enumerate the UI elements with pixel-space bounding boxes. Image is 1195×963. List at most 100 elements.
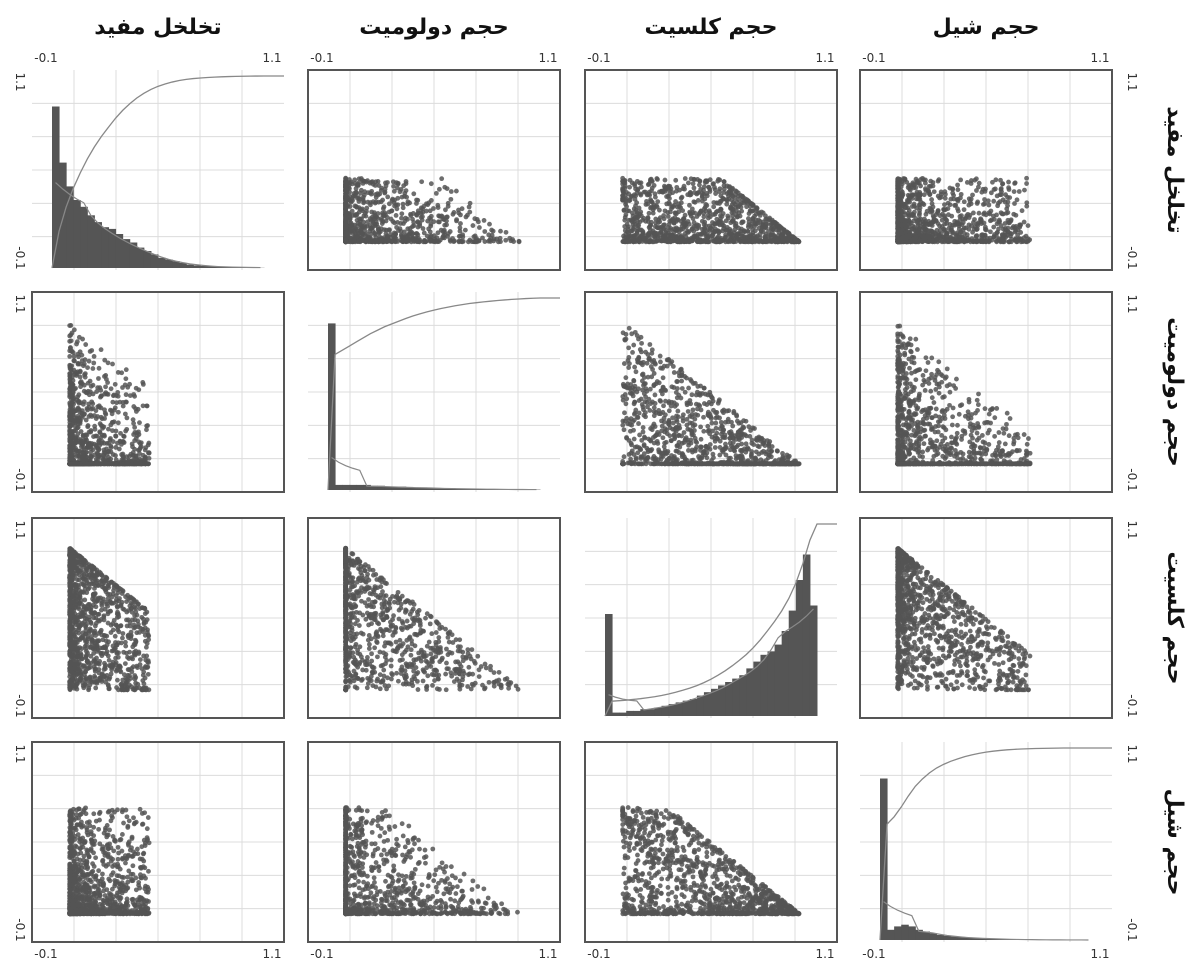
scatter-point (90, 391, 96, 397)
scatter-point (101, 453, 106, 458)
scatter-point (950, 237, 956, 243)
scatter-point (676, 209, 682, 215)
scatter-point (974, 188, 979, 193)
scatter-point (760, 210, 766, 216)
scatter-point (758, 228, 764, 234)
scatter-point (681, 215, 687, 221)
scatter-point (1006, 179, 1011, 185)
y-tick-label-right: -0.1 (1125, 468, 1139, 491)
scatter-point (403, 188, 409, 194)
scatter-point (620, 187, 626, 193)
scatter-point (651, 205, 657, 211)
x-tick-label-top: -0.1 (310, 51, 333, 65)
scatter-point (951, 196, 957, 202)
scatter-point (71, 327, 77, 333)
scatter-point (1024, 175, 1029, 181)
scatter-point (976, 210, 982, 216)
scatter-point (1012, 201, 1017, 206)
scatter-point (646, 189, 652, 195)
scatter-point (102, 410, 108, 416)
scatter-point (1005, 210, 1011, 215)
scatter-point (921, 225, 926, 231)
scatter-point (1012, 229, 1018, 235)
scatter-point (622, 183, 628, 189)
scatter-point (347, 194, 353, 199)
scatter-point (382, 227, 387, 233)
scatter-point (428, 233, 434, 239)
scatter-point (1013, 212, 1019, 218)
scatter-point (396, 228, 401, 233)
scatter-point (1022, 187, 1027, 193)
scatter-point (480, 235, 485, 241)
scatter-point (936, 233, 942, 239)
scatter-point (895, 209, 901, 214)
panel-frame (584, 69, 838, 271)
column-title: تخلخل مفید (94, 15, 221, 40)
histogram-bar (172, 261, 180, 268)
scatter-point (443, 207, 448, 213)
panel-0-2 (584, 69, 838, 271)
scatter-point (652, 194, 658, 200)
scatter-point (348, 239, 354, 245)
scatter-point (400, 201, 406, 207)
scatter-point (731, 238, 737, 244)
scatter-point (403, 237, 409, 242)
scatter-point (992, 186, 998, 192)
scatter-point (399, 194, 405, 200)
scatter-point (647, 178, 653, 184)
scatter-point (895, 203, 901, 209)
scatter-point (971, 220, 976, 225)
scatter-point (723, 239, 728, 245)
scatter-point (67, 363, 73, 369)
scatter-point (728, 206, 734, 211)
scatter-point (910, 192, 916, 198)
scatter-point (75, 406, 81, 412)
scatter-point (436, 186, 442, 192)
histogram-bar (342, 484, 350, 490)
scatter-point (915, 219, 920, 224)
scatter-point (68, 323, 74, 328)
scatter-point (987, 218, 993, 224)
density-curve (55, 182, 261, 269)
scatter-point (702, 204, 708, 210)
scatter-point (931, 189, 937, 195)
scatter-point (667, 183, 673, 189)
y-tick-label-right: 1.1 (1125, 72, 1139, 91)
scatter-point (1017, 224, 1023, 230)
column-title: حجم شیل (933, 15, 1040, 40)
scatter-point (448, 189, 454, 194)
scatter-point (112, 405, 118, 411)
scatter-point (721, 186, 727, 192)
scatter-point (973, 233, 979, 239)
scatter-point (955, 198, 961, 204)
scatter-point (453, 188, 459, 194)
scatter-point (69, 374, 75, 380)
scatter-point (395, 185, 400, 191)
scatter-point (418, 214, 424, 220)
scatter-point (692, 190, 698, 195)
scatter-point (395, 202, 401, 208)
scatter-point (124, 461, 129, 467)
scatter-point (1018, 230, 1024, 235)
scatter-point (474, 216, 480, 222)
scatter-point (67, 413, 73, 419)
scatter-point (959, 235, 965, 240)
scatter-point (968, 201, 974, 207)
scatter-point (394, 206, 400, 212)
scatter-point (622, 235, 627, 241)
scatter-point (467, 200, 473, 206)
histogram-bar (150, 254, 159, 268)
scatter-point (96, 447, 102, 453)
scatter-point (986, 202, 992, 208)
scatter-point (722, 234, 728, 240)
scatter-point (647, 239, 653, 245)
scatter-point (673, 177, 679, 183)
scatter-point (701, 214, 707, 220)
scatter-point (1023, 233, 1029, 239)
scatter-point (378, 199, 384, 205)
scatter-point (699, 218, 705, 224)
scatter-point (415, 239, 420, 244)
scatter-point (407, 200, 412, 206)
panel-0-1 (307, 69, 561, 271)
scatter-point (434, 238, 440, 244)
